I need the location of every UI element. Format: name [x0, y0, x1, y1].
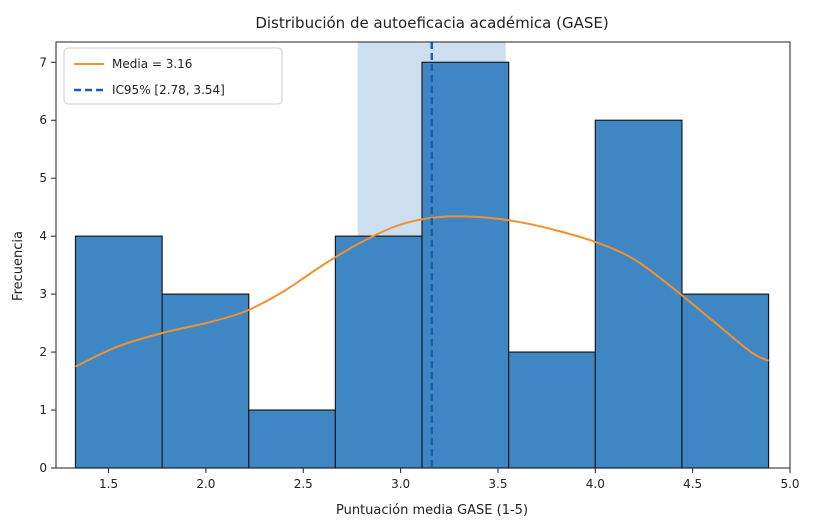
histogram-bar-3: [248, 409, 336, 469]
y-tick-label: 5: [39, 171, 47, 185]
y-tick-label: 7: [39, 55, 47, 69]
y-axis-label: Frecuencia: [11, 231, 26, 301]
histogram-bar-5: [421, 61, 510, 469]
y-tick-label: 4: [39, 229, 47, 243]
x-tick-label: 4.0: [586, 477, 605, 491]
y-tick-label: 0: [39, 461, 47, 475]
kde-layer: [75, 215, 770, 368]
x-tick-label: 2.0: [196, 477, 215, 491]
x-tick-label: 4.5: [683, 477, 702, 491]
y-tick-label: 3: [39, 287, 47, 301]
legend-box: [63, 47, 283, 105]
histogram-bar-2: [161, 293, 250, 469]
x-axis-label: Puntuación media GASE (1-5): [336, 503, 528, 518]
chart-title: Distribución de autoeficacia académica (…: [255, 14, 608, 32]
x-tick-label: 3.5: [488, 477, 507, 491]
x-tick-label: 1.5: [99, 477, 118, 491]
legend-entry-mean: Media = 3.16: [112, 57, 192, 71]
bars-layer: [74, 61, 770, 469]
histogram-bar-4: [334, 235, 423, 469]
y-tick-label: 1: [39, 403, 47, 417]
plot-frame: [55, 41, 791, 469]
x-tick-label: 3.0: [391, 477, 410, 491]
legend: Media = 3.16 IC95% [2.78, 3.54]: [63, 47, 283, 105]
histogram-bar-1: [74, 235, 163, 469]
y-tick-label: 2: [39, 345, 47, 359]
kde-curve: [75, 215, 770, 368]
axes-layer: [55, 41, 791, 469]
histogram-bar-6: [508, 351, 596, 469]
ticks-layer: 1.5 2.0 2.5 3.0 3.5 4.0 4.5 5.0 0 1 2 3 4 5 6 7: [39, 55, 799, 491]
x-tick-label: 5.0: [780, 477, 799, 491]
legend-entry-ci: IC95% [2.78, 3.54]: [112, 83, 225, 97]
x-tick-label: 2.5: [294, 477, 313, 491]
y-tick-label: 6: [39, 113, 47, 127]
histogram-bar-8: [681, 293, 770, 469]
histogram-bar-7: [594, 119, 683, 469]
